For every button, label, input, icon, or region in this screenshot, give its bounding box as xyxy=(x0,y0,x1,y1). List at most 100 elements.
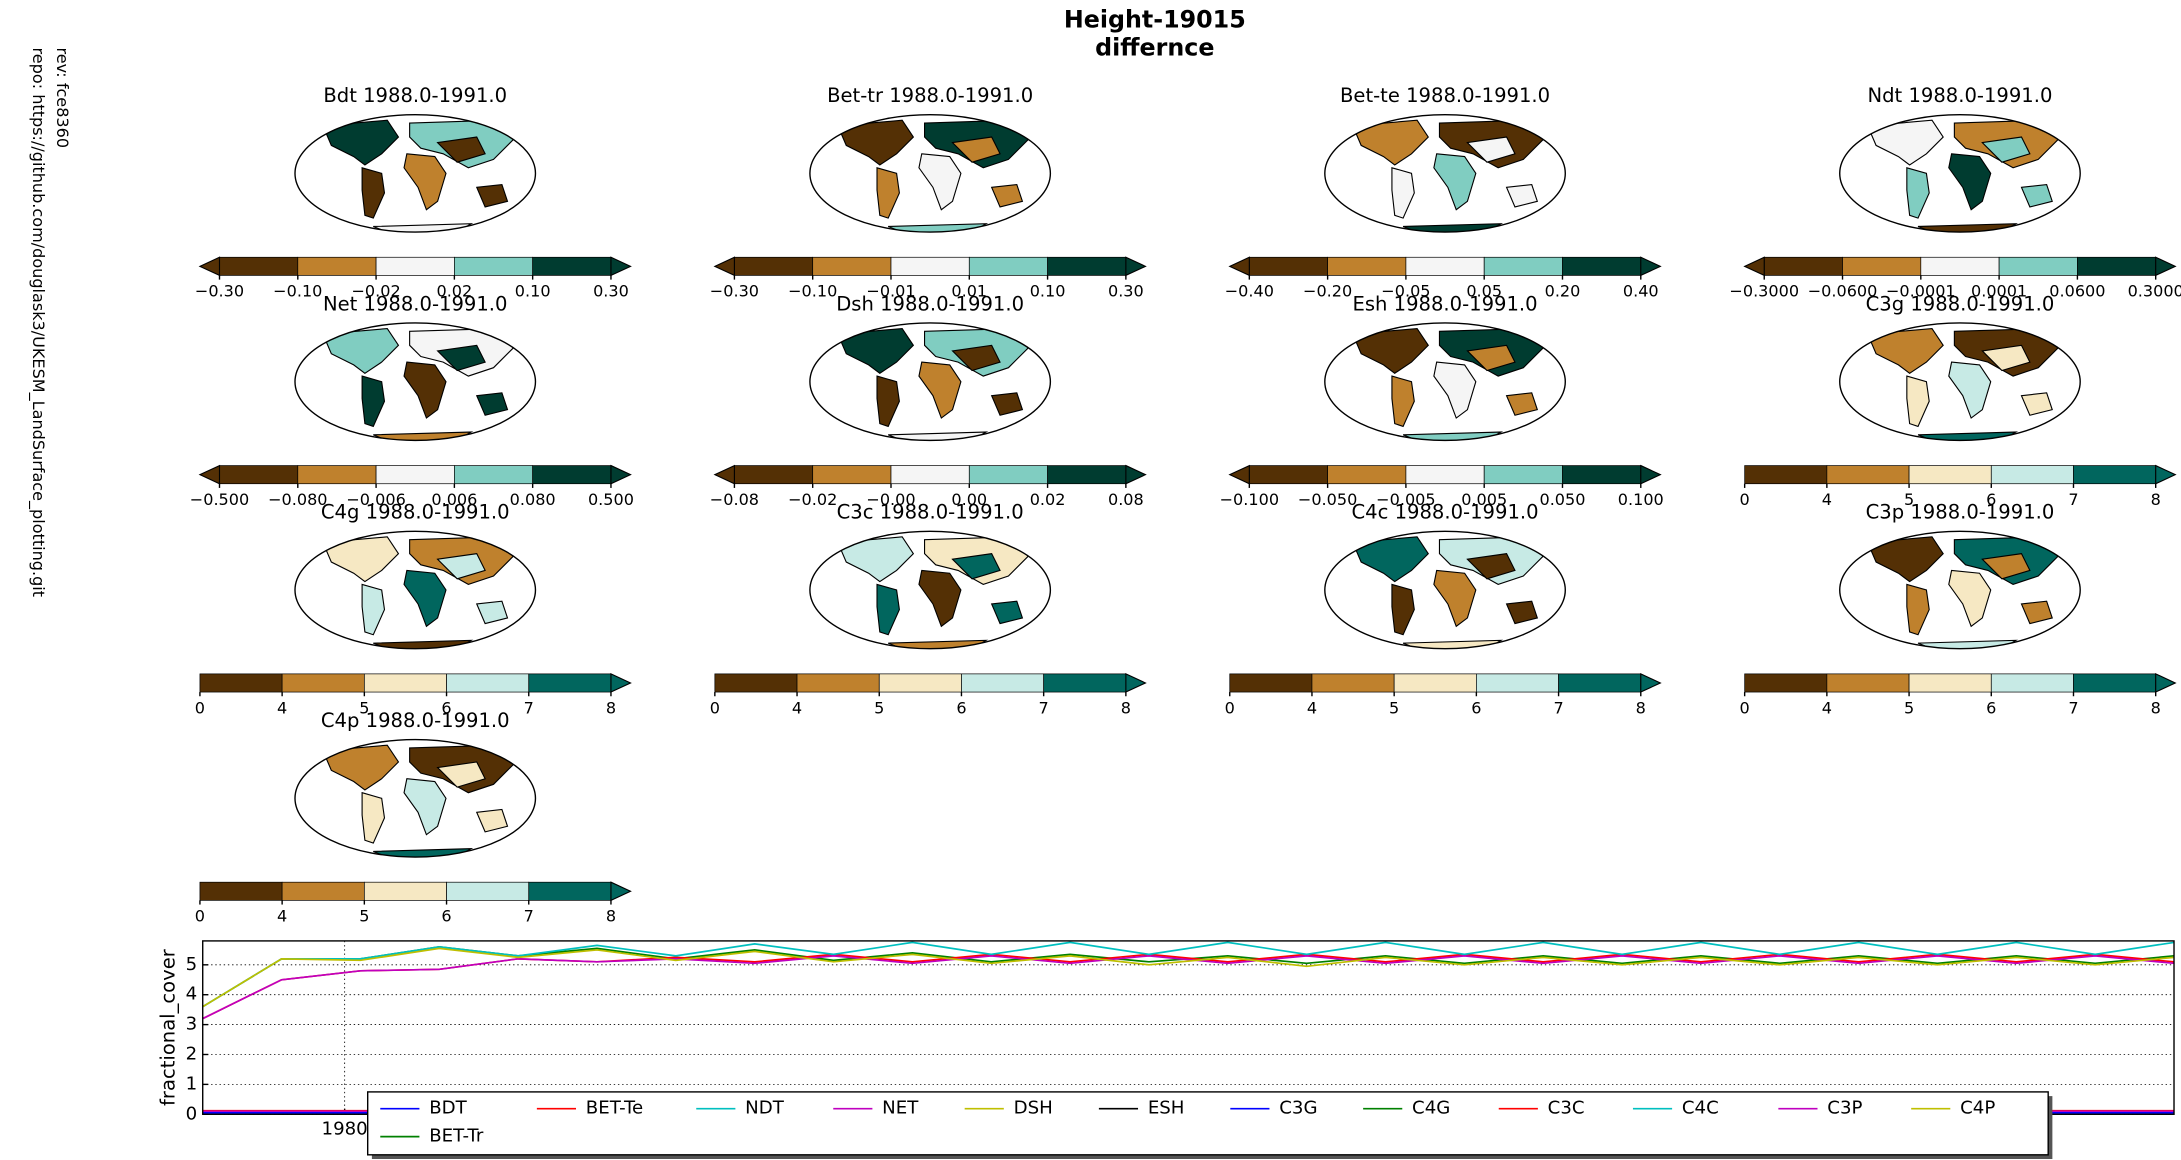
colorbar-tick-label: −0.00 xyxy=(866,490,915,509)
land xyxy=(1433,569,1477,628)
land xyxy=(436,344,486,372)
land xyxy=(1981,344,2031,372)
panel-title: Bet-tr 1988.0-1991.0 xyxy=(827,84,1033,107)
colorbar-tick-label: −0.02 xyxy=(351,282,400,301)
map xyxy=(809,114,1051,233)
colorbar-segment xyxy=(375,256,455,276)
colorbar-tick-label: −0.0600 xyxy=(1808,282,1878,301)
land xyxy=(918,569,962,628)
colorbar-tick-label: 6 xyxy=(441,698,451,717)
series-line xyxy=(202,947,2175,1008)
colorbar-segment xyxy=(297,256,377,276)
map-outline xyxy=(1839,113,2081,233)
colorbar-segment xyxy=(532,256,612,276)
land xyxy=(1981,136,2031,163)
colorbar-segment xyxy=(734,465,814,485)
panel-title: Bdt 1988.0-1991.0 xyxy=(323,84,507,107)
panel-title: Ndt 1988.0-1991.0 xyxy=(1868,84,2053,107)
y-axis-label: fractional_cover xyxy=(157,948,180,1106)
colorbar-tick-label: 0.05 xyxy=(1466,282,1502,301)
colorbar-segment xyxy=(1990,465,2074,485)
land xyxy=(361,167,386,219)
legend-label: BDT xyxy=(429,1098,467,1119)
land xyxy=(1433,153,1477,211)
colorbar-extend-min xyxy=(1228,256,1250,277)
colorbar-segment xyxy=(363,881,447,901)
colorbar-tick-label: 0.30 xyxy=(1108,282,1144,301)
legend-label: C4C xyxy=(1682,1098,1719,1119)
y-tick-label: 1 xyxy=(186,1073,198,1094)
land xyxy=(475,392,509,416)
colorbar-tick-label: 4 xyxy=(277,698,287,717)
land xyxy=(990,600,1024,625)
y-tick-label: 5 xyxy=(186,954,198,975)
colorbar-tick-label: 8 xyxy=(1636,698,1646,717)
colorbar-extend-max xyxy=(1640,256,1662,277)
land xyxy=(1505,183,1539,208)
land xyxy=(1505,600,1539,625)
map-outline xyxy=(1324,530,1566,650)
colorbar-segment xyxy=(219,256,299,276)
colorbar-tick-label: −0.050 xyxy=(1298,490,1357,509)
colorbar-segment xyxy=(1744,673,1828,693)
colorbar-segment xyxy=(1826,465,1910,485)
land xyxy=(837,119,915,166)
colorbar-extend-max xyxy=(1125,673,1147,693)
x-tick-label: 1980 xyxy=(322,1119,368,1140)
land xyxy=(2020,600,2053,625)
colorbar-tick-label: 0.10 xyxy=(515,282,551,301)
colorbar-tick-label: −0.100 xyxy=(1220,490,1279,509)
colorbar-tick-label: −0.30 xyxy=(195,282,244,301)
panel-title: Bet-te 1988.0-1991.0 xyxy=(1340,84,1550,107)
colorbar-extend-max xyxy=(610,464,632,485)
colorbar-tick-label: 4 xyxy=(1307,698,1317,717)
legend-label: C3C xyxy=(1548,1098,1585,1119)
colorbar-extend-min xyxy=(713,256,735,277)
colorbar-tick-label: 0 xyxy=(1740,698,1750,717)
colorbar-tick-label: −0.006 xyxy=(346,490,405,509)
legend-label: BET-Te xyxy=(586,1098,643,1119)
map xyxy=(294,739,536,858)
land xyxy=(1351,536,1429,583)
colorbar-segment xyxy=(1047,465,1127,485)
colorbar-segment xyxy=(2073,465,2157,485)
colorbar-segment xyxy=(890,256,970,276)
colorbar-segment xyxy=(1047,256,1127,276)
legend-label: C4G xyxy=(1412,1098,1450,1119)
panel-title: Dsh 1988.0-1991.0 xyxy=(836,292,1024,315)
colorbar-tick-label: 8 xyxy=(2151,698,2161,717)
colorbar-segment xyxy=(1476,673,1559,693)
land xyxy=(475,808,509,833)
colorbar-segment xyxy=(1826,673,1910,693)
panel-title: C3p 1988.0-1991.0 xyxy=(1866,501,2055,524)
colorbar-tick-label: 0 xyxy=(195,698,205,717)
land xyxy=(403,569,447,628)
map-outline xyxy=(809,322,1052,442)
colorbar-segment xyxy=(1327,256,1407,276)
legend-label: C4P xyxy=(1960,1098,1995,1119)
land xyxy=(1466,136,1516,163)
land xyxy=(837,536,915,583)
map-outline xyxy=(1324,113,1566,233)
land xyxy=(951,344,1001,372)
plot-area xyxy=(202,940,2175,1115)
map-outline xyxy=(294,530,537,650)
colorbar-tick-label: −0.05 xyxy=(1381,282,1430,301)
colorbar-segment xyxy=(1248,465,1328,485)
land xyxy=(1981,553,2031,580)
colorbar-segment xyxy=(1483,256,1563,276)
legend-label: NET xyxy=(882,1098,919,1119)
land xyxy=(918,361,962,419)
colorbar-tick-label: 5 xyxy=(1389,698,1399,717)
land xyxy=(951,553,1001,580)
land xyxy=(918,153,962,211)
colorbar-segment xyxy=(1562,256,1642,276)
y-tick-label: 4 xyxy=(186,984,198,1005)
colorbar-segment xyxy=(297,465,377,485)
colorbar-tick-label: 7 xyxy=(524,907,534,926)
colorbar-tick-label: 6 xyxy=(441,907,451,926)
colorbar-tick-label: 0.02 xyxy=(1030,490,1066,509)
colorbar-segment xyxy=(1562,465,1642,485)
colorbar-segment xyxy=(1327,465,1407,485)
